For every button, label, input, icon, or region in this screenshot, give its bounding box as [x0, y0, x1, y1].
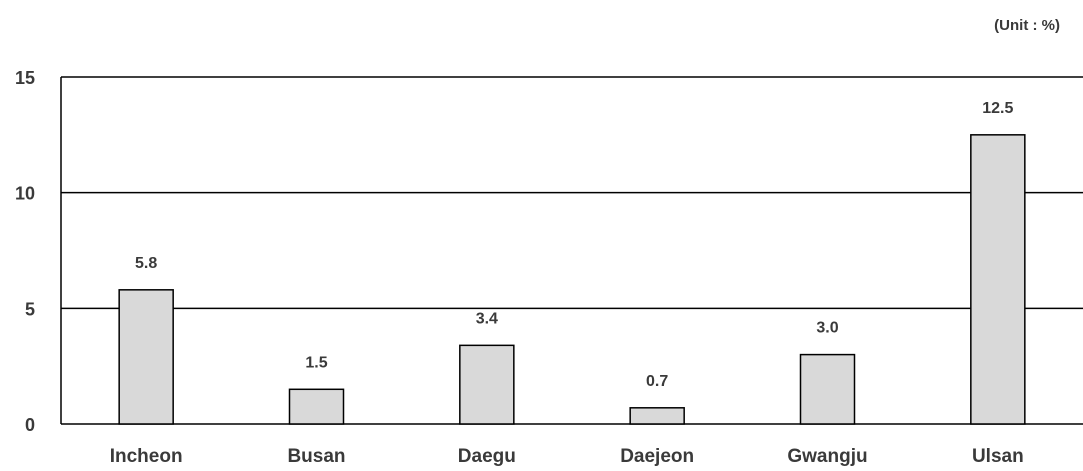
y-tick-label: 5: [25, 299, 35, 319]
x-tick-label: Daegu: [458, 446, 516, 467]
x-tick-label: Gwangju: [787, 446, 867, 467]
bar-daegu: [459, 344, 515, 425]
bar-gwangju: [799, 353, 856, 425]
data-labels: 5.8 1.5 3.4 0.7 3.0 12.5: [135, 100, 1013, 390]
x-tick-label: Busan: [287, 446, 345, 467]
data-label: 3.0: [816, 320, 838, 337]
x-tick-label: Daejeon: [620, 446, 694, 467]
x-tick-label: Ulsan: [972, 446, 1024, 467]
bars: [118, 134, 1026, 425]
data-label: 5.8: [135, 255, 157, 272]
grid-layer: [60, 76, 1083, 425]
y-tick-label: 0: [25, 415, 35, 435]
y-tick-label: 15: [15, 68, 35, 88]
y-axis-ticks: 0 5 10 15: [15, 68, 35, 435]
data-label: 12.5: [982, 100, 1013, 117]
bar-busan: [288, 388, 345, 425]
x-tick-label: Incheon: [110, 446, 183, 467]
bar-daejeon: [629, 407, 685, 425]
data-label: 1.5: [305, 354, 327, 371]
data-label: 0.7: [646, 373, 668, 390]
data-label: 3.4: [476, 310, 498, 327]
y-tick-label: 10: [15, 184, 35, 204]
unit-label: (Unit : %): [994, 17, 1060, 34]
bar-ulsan: [970, 134, 1026, 425]
x-axis-ticks: Incheon Busan Daegu Daejeon Gwangju Ulsan: [110, 446, 1024, 467]
bar-incheon: [118, 289, 174, 425]
